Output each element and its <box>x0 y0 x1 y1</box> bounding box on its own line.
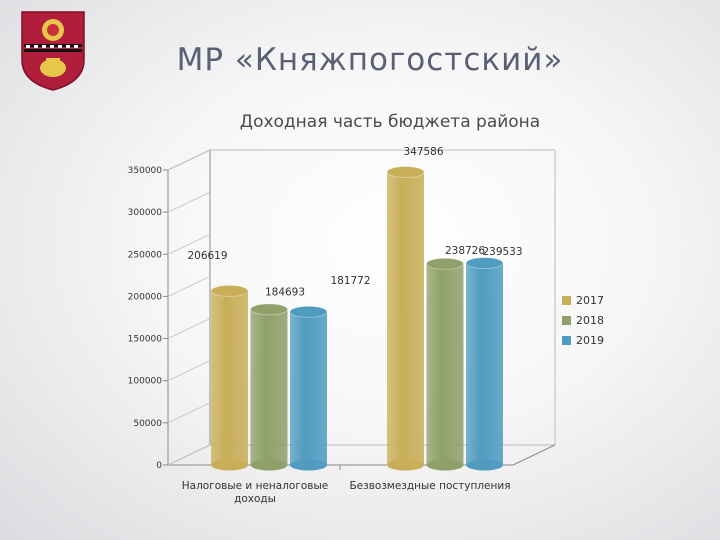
slide-title: МР «Княжпогостский» <box>176 42 564 78</box>
category-label-0: Налоговые и неналоговые <box>182 480 328 492</box>
bar-2019-1-top <box>465 257 504 270</box>
y-tick-label: 350000 <box>128 166 163 176</box>
floor-right-edge <box>512 444 556 466</box>
chart-labels: 0 50000 100000 150000 200000 250000 300000 3500… <box>128 146 523 505</box>
y-tick-label: 200000 <box>128 292 163 302</box>
legend-item-2017: 2017 <box>562 290 604 310</box>
bar-2017-0-bottom <box>211 459 248 471</box>
legend-swatch-2018 <box>562 315 571 325</box>
chart-legend: 2017 2018 2019 <box>562 290 604 350</box>
data-label-2019-0: 181772 <box>330 275 370 287</box>
bar-2017-1-bottom <box>387 459 424 471</box>
bar-2019-0-body <box>290 311 327 465</box>
bar-2018-0-top <box>250 303 288 316</box>
y-depth-line <box>167 444 211 466</box>
bar-2019-0-bottom <box>290 459 327 471</box>
chart-axes <box>163 149 556 470</box>
bar-2018-1-top <box>426 257 464 270</box>
category-label-0: доходы <box>234 493 276 505</box>
bar-2018-0-bottom <box>250 459 288 471</box>
legend-swatch-2019 <box>562 335 571 345</box>
y-depth-line <box>167 233 211 255</box>
y-tick-label: 50000 <box>133 419 162 429</box>
legend-item-2019: 2019 <box>562 330 604 350</box>
bar-2019-1-body <box>466 263 503 465</box>
legend-label-2019: 2019 <box>576 333 604 347</box>
bar-2017-1-body <box>387 172 424 465</box>
data-label-2018-0: 184693 <box>265 286 305 298</box>
bar-2017-0-top <box>210 284 249 297</box>
bar-2018-0-body <box>250 309 288 465</box>
chart-title: Доходная часть бюджета района <box>239 112 541 132</box>
data-label-2019-1: 239533 <box>482 246 522 258</box>
y-depth-line <box>167 402 211 424</box>
category-label-1: Безвозмездные поступления <box>349 480 510 492</box>
side-wall <box>167 149 211 466</box>
y-depth-line <box>167 191 211 213</box>
y-depth-line <box>167 360 211 382</box>
y-depth-line <box>167 318 211 340</box>
y-tick-label: 0 <box>156 461 162 471</box>
bar-2018-1-bottom <box>426 459 464 471</box>
legend-label-2017: 2017 <box>576 293 604 307</box>
data-label-2017-1: 347586 <box>403 146 443 158</box>
y-tick-label: 150000 <box>128 335 163 345</box>
y-depth-line <box>167 149 211 171</box>
coat-of-arms-emblem <box>21 11 85 91</box>
bar-2019-0-top <box>289 305 328 318</box>
chart-bars <box>210 166 504 471</box>
bar-2017-1-top <box>386 166 425 179</box>
data-label-2018-1: 238726 <box>445 245 485 257</box>
bar-2017-0-body <box>211 290 248 465</box>
legend-item-2018: 2018 <box>562 310 604 330</box>
y-tick-label: 100000 <box>128 377 163 387</box>
data-label-2017-0: 206619 <box>187 250 227 262</box>
bar-2018-1-body <box>426 263 464 465</box>
y-tick-label: 250000 <box>128 250 163 260</box>
legend-swatch-2017 <box>562 295 571 305</box>
y-tick-label: 300000 <box>128 208 163 218</box>
y-depth-line <box>167 275 211 297</box>
legend-label-2018: 2018 <box>576 313 604 327</box>
bar-2019-1-bottom <box>466 459 503 471</box>
